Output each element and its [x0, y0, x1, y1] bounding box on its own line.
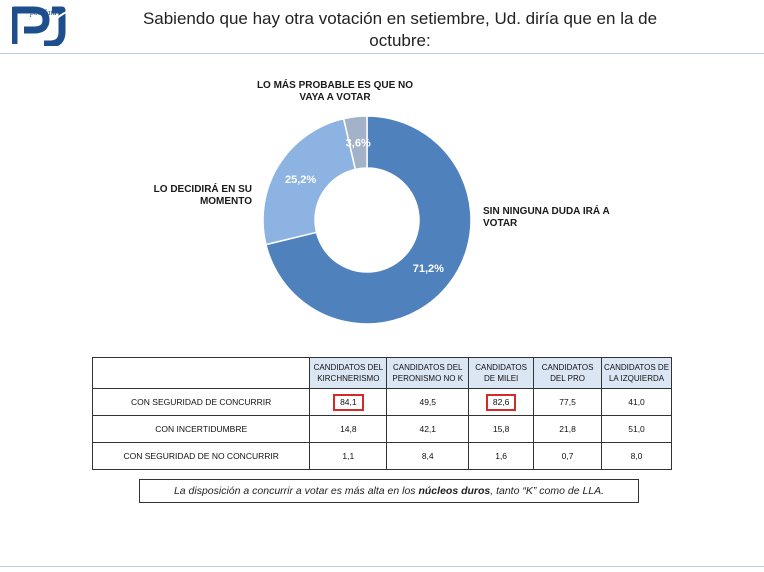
table-corner-cell	[91, 357, 311, 389]
table-cell: 8,0	[601, 442, 672, 470]
note-text-after: , tanto “K” como de LLA.	[490, 485, 605, 497]
table-header-row: CANDIDATOS DEL KIRCHNERISMO CANDIDATOS DE…	[91, 357, 672, 389]
polldata-logo	[12, 6, 75, 46]
table-cell: 21,8	[533, 415, 603, 443]
slice-decidira	[262, 117, 357, 246]
label-sin-duda: SIN NINGUNA DUDA IRÁ A VOTAR	[483, 206, 653, 230]
table-row: CON SEGURIDAD DE NO CONCURRIR 1,1 8,4 1,…	[91, 442, 672, 470]
table-cell-highlighted: 84,1	[309, 388, 388, 416]
title-line-1: Sabiendo que hay otra votación en setiem…	[142, 9, 658, 28]
highlight-box: 84,1	[333, 393, 364, 411]
table-cell: 8,4	[386, 442, 470, 470]
label-sin-duda-line-1: SIN NINGUNA DUDA IRÁ A	[483, 206, 610, 217]
highlight-box: 82,6	[485, 393, 517, 411]
table-cell: 15,8	[468, 415, 535, 443]
table-row: CON SEGURIDAD DE CONCURRIR 84,1 49,5 82,…	[91, 388, 672, 416]
footer-divider	[0, 566, 764, 567]
page-title: Sabiendo que hay otra votación en setiem…	[120, 8, 680, 52]
row-label: CON INCERTIDUMBRE	[91, 415, 311, 443]
column-header: CANDIDATOS DEL PERONISMO NO K	[386, 357, 470, 389]
label-no-vaya: LO MÁS PROBABLE ES QUE NO VAYA A VOTAR	[250, 80, 420, 104]
row-label: CON SEGURIDAD DE NO CONCURRIR	[91, 442, 311, 470]
pct-label-decidira: 25,2%	[285, 174, 316, 186]
logo-wordmark: polldata	[30, 8, 57, 17]
table-cell: 77,5	[533, 388, 603, 416]
label-no-vaya-line-2: VAYA A VOTAR	[299, 92, 371, 103]
column-header: CANDIDATOS DEL KIRCHNERISMO	[309, 357, 388, 389]
table-cell: 0,7	[533, 442, 603, 470]
label-sin-duda-line-2: VOTAR	[483, 218, 518, 229]
table-row: CON INCERTIDUMBRE 14,8 42,1 15,8 21,8 51…	[91, 415, 672, 443]
table-cell-highlighted: 82,6	[468, 388, 535, 416]
conclusion-note: La disposición a concurrir a votar es má…	[139, 479, 639, 503]
table-cell: 14,8	[309, 415, 388, 443]
title-line-2: octubre:	[369, 31, 431, 50]
note-text-bold: núcleos duros	[418, 485, 491, 497]
table-cell: 41,0	[601, 388, 672, 416]
table-cell: 1,6	[468, 442, 535, 470]
table-cell: 42,1	[386, 415, 470, 443]
column-header: CANDIDATOS DE LA IZQUIERDA	[601, 357, 672, 389]
column-header: CANDIDATOS DEL PRO	[533, 357, 603, 389]
label-decidira-line-2: MOMENTO	[199, 196, 252, 207]
table-cell: 49,5	[386, 388, 470, 416]
data-table: CANDIDATOS DEL KIRCHNERISMO CANDIDATOS DE…	[91, 357, 672, 470]
row-label: CON SEGURIDAD DE CONCURRIR	[91, 388, 311, 416]
donut-chart: 71,2% 25,2% 3,6%	[262, 115, 472, 325]
title-divider	[0, 53, 764, 54]
note-text-before: La disposición a concurrir a votar es má…	[173, 485, 419, 497]
label-decidira: LO DECIDIRÁ EN SU MOMENTO	[140, 184, 252, 208]
slice-no-vaya	[342, 115, 368, 171]
column-header: CANDIDATOS DE MILEI	[468, 357, 535, 389]
label-decidira-line-1: LO DECIDIRÁ EN SU	[153, 184, 252, 195]
table-cell: 1,1	[309, 442, 388, 470]
table-cell: 51,0	[601, 415, 672, 443]
pct-label-no-vaya: 3,6%	[346, 137, 371, 149]
label-no-vaya-line-1: LO MÁS PROBABLE ES QUE NO	[256, 80, 414, 91]
slice-sin-duda	[265, 115, 472, 325]
pct-label-sin-duda: 71,2%	[413, 263, 444, 275]
